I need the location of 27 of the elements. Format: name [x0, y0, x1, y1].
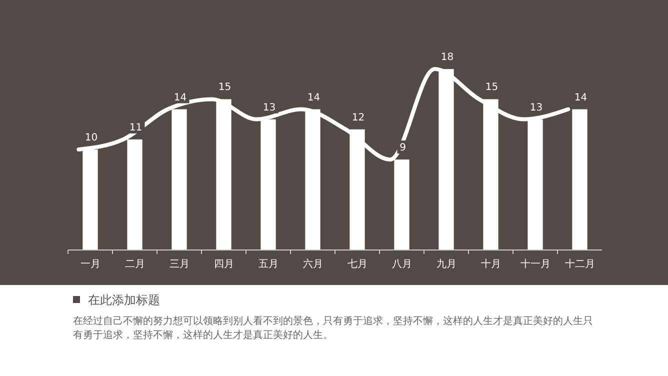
data-label: 15 — [218, 82, 232, 94]
data-label: 15 — [485, 82, 498, 94]
data-label: 13 — [262, 102, 276, 114]
data-label: 14 — [307, 92, 320, 104]
x-tick-label: 十月 — [480, 258, 501, 270]
data-label: 13 — [530, 102, 543, 114]
data-label: 11 — [129, 122, 142, 134]
x-tick-label: 十一月 — [520, 258, 550, 270]
x-tick-label: 九月 — [436, 258, 456, 270]
data-label: 14 — [174, 92, 187, 104]
x-tick-label: 三月 — [169, 259, 190, 270]
x-tick-label: 八月 — [392, 259, 412, 270]
data-label: 9 — [400, 142, 406, 154]
x-tick-label: 六月 — [302, 258, 323, 270]
data-label: 14 — [574, 92, 588, 104]
x-tick-label: 十二月 — [564, 258, 595, 270]
text: 在此添加标题 — [88, 293, 160, 307]
text: 在经过自己不懈的努力想可以领略到别人看不到的景色，只有勇于追求，坚持不懈，这样的人生才是真正美好的人生只有勇于追求，坚持不懈，这样的人生才是真正美好的人生。 — [73, 315, 593, 341]
x-tick-label: 四月 — [214, 259, 234, 270]
data-label: 12 — [352, 112, 365, 124]
data-label: 18 — [440, 52, 454, 64]
data-label: 10 — [84, 132, 98, 144]
x-tick-label: 一月 — [80, 259, 100, 270]
x-tick-label: 七月 — [347, 258, 368, 270]
bar — [572, 109, 588, 250]
x-tick-label: 二月 — [124, 259, 145, 270]
x-tick-label: 五月 — [258, 259, 278, 270]
